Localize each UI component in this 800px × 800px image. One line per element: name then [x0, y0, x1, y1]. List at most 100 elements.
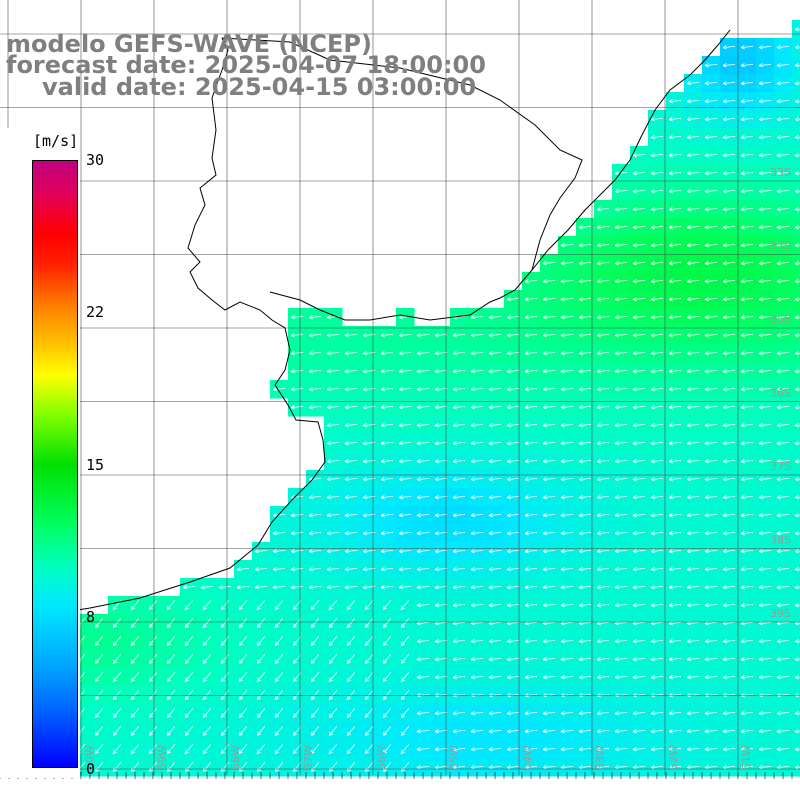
wind-arrow — [596, 297, 610, 302]
wind-arrow — [596, 657, 610, 662]
wind-arrow — [274, 636, 284, 646]
wind-arrow — [434, 423, 448, 428]
wind-arrow — [758, 387, 772, 392]
wind-arrow — [614, 567, 628, 572]
wind-arrow — [722, 495, 736, 500]
wind-arrow — [686, 423, 700, 428]
wind-arrow — [542, 495, 556, 500]
wind-arrow — [220, 600, 230, 610]
wind-arrow — [794, 27, 800, 32]
wind-arrow — [344, 495, 358, 500]
wind-arrow — [686, 333, 700, 338]
wind-arrow — [794, 513, 800, 518]
colorbar-tick-30: 30 — [86, 151, 105, 169]
wind-arrow — [776, 369, 790, 374]
wind-arrow — [416, 423, 430, 428]
wind-arrow — [686, 243, 700, 248]
wind-arrow — [686, 369, 700, 374]
wind-arrow — [344, 459, 358, 464]
wind-arrow — [542, 405, 556, 410]
wind-arrow — [596, 459, 610, 464]
wind-arrow — [488, 405, 502, 410]
wind-arrow — [686, 279, 700, 284]
lon-label: 52W — [667, 745, 680, 770]
wind-arrow — [452, 531, 466, 536]
colorbar-tick-22: 22 — [86, 303, 105, 321]
wind-arrow — [668, 657, 682, 662]
wind-arrow — [722, 711, 736, 716]
wind-arrow — [380, 567, 394, 572]
wind-arrow — [400, 636, 410, 646]
wind-arrow — [578, 243, 592, 248]
wind-arrow — [470, 405, 484, 410]
wind-arrow — [94, 744, 104, 754]
wind-arrow — [256, 618, 266, 628]
wind-arrow — [470, 549, 484, 554]
wind-arrow — [346, 708, 356, 718]
wind-arrow — [452, 549, 466, 554]
wind-arrow — [112, 618, 122, 628]
wind-arrow — [308, 549, 322, 554]
wind-arrow — [650, 639, 664, 644]
wind-arrow — [524, 405, 538, 410]
wind-arrow — [614, 171, 628, 176]
wind-arrow — [326, 531, 340, 536]
wind-arrow — [328, 618, 338, 628]
wind-arrow — [148, 654, 158, 664]
wind-arrow — [632, 405, 646, 410]
wind-arrow — [184, 600, 194, 610]
wind-arrow — [596, 369, 610, 374]
wind-arrow — [776, 279, 790, 284]
wind-arrow — [560, 243, 574, 248]
wind-arrow — [758, 153, 772, 158]
wind-arrow — [488, 369, 502, 374]
wind-arrow — [614, 225, 628, 230]
wind-arrow — [578, 729, 592, 734]
wind-arrow — [686, 585, 700, 590]
wind-arrow — [704, 747, 718, 752]
wind-arrow — [686, 135, 700, 140]
wind-arrow — [650, 117, 664, 122]
wind-arrow — [130, 636, 140, 646]
wind-arrow — [704, 387, 718, 392]
wind-arrow — [274, 672, 284, 682]
wind-arrow — [452, 711, 466, 716]
wind-arrow — [254, 549, 268, 554]
wind-arrow — [740, 477, 754, 482]
wind-arrow — [668, 279, 682, 284]
wind-arrow — [668, 405, 682, 410]
wind-arrow — [578, 405, 592, 410]
wind-arrow — [722, 729, 736, 734]
wind-arrow — [184, 762, 194, 772]
wind-arrow — [794, 351, 800, 356]
wind-arrow — [256, 600, 266, 610]
wind-arrow — [166, 654, 176, 664]
wind-arrow — [596, 423, 610, 428]
wind-arrow — [614, 423, 628, 428]
wind-arrow — [470, 603, 484, 608]
wind-arrow — [344, 549, 358, 554]
wind-arrow — [380, 459, 394, 464]
wind-arrow — [344, 423, 358, 428]
wind-arrow — [794, 189, 800, 194]
lat-label: 35S — [770, 313, 791, 326]
wind-arrow — [326, 495, 340, 500]
wind-arrow — [344, 369, 358, 374]
wind-arrow — [202, 690, 212, 700]
wind-arrow — [686, 567, 700, 572]
wind-arrow — [326, 423, 340, 428]
wind-arrow — [668, 387, 682, 392]
wind-arrow — [148, 618, 158, 628]
wind-arrow — [614, 603, 628, 608]
wind-arrow — [686, 747, 700, 752]
wind-arrow — [794, 477, 800, 482]
wind-arrow — [614, 297, 628, 302]
wind-arrow — [238, 762, 248, 772]
wind-arrow — [506, 351, 520, 356]
wind-arrow — [758, 315, 772, 320]
wind-arrow — [632, 711, 646, 716]
wind-arrow — [220, 654, 230, 664]
wind-arrow — [470, 513, 484, 518]
wind-arrow — [794, 387, 800, 392]
wind-arrow — [758, 513, 772, 518]
